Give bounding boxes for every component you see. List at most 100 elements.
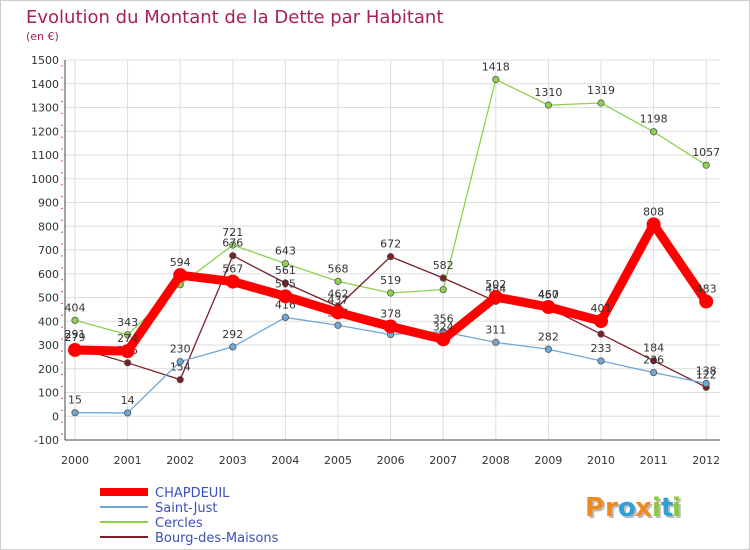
legend-label-saint-just: Saint-Just — [155, 501, 218, 516]
data-point-bourg-des-maisons — [229, 252, 237, 260]
data-label-chapdeuil: 274 — [117, 332, 138, 345]
proxiti-logo: PP rr oo xx ii tt ii — [585, 493, 683, 525]
data-point-cercles — [439, 286, 447, 294]
data-label-cercles: 404 — [65, 301, 86, 314]
data-point-bourg-des-maisons — [649, 357, 658, 365]
data-label-chapdeuil: 279 — [65, 331, 86, 344]
data-label-bourg-des-maisons: 154 — [170, 361, 191, 374]
data-point-chapdeuil — [225, 274, 240, 289]
chart-subtitle: (en €) — [26, 30, 59, 43]
data-label-chapdeuil: 808 — [643, 205, 664, 218]
y-tick-label: -100 — [34, 434, 59, 447]
data-point-cercles — [492, 75, 500, 84]
logo-letter-shadow: i — [654, 495, 663, 525]
logo-letter-shadow: r — [607, 495, 620, 525]
data-point-cercles — [334, 277, 342, 285]
y-tick-label: 1000 — [31, 173, 59, 186]
data-label-bourg-des-maisons: 676 — [222, 237, 243, 250]
data-label-bourg-des-maisons: 462 — [328, 288, 349, 301]
data-label-cercles: 1057 — [692, 146, 720, 159]
y-tick-label: 900 — [38, 197, 59, 210]
data-label-chapdeuil: 502 — [485, 278, 506, 291]
x-tick-label: 2002 — [166, 454, 194, 467]
y-tick-label: 400 — [38, 315, 59, 328]
logo-letter-shadow: i — [674, 495, 683, 525]
data-label-bourg-des-maisons: 184 — [643, 342, 664, 355]
data-point-chapdeuil — [541, 300, 556, 314]
y-tick-label: 1200 — [31, 125, 59, 138]
data-label-chapdeuil: 567 — [222, 263, 243, 276]
data-point-saint-just — [281, 313, 289, 322]
x-tick-label: 2000 — [61, 454, 89, 467]
logo-letter: t — [661, 493, 673, 523]
x-tick-label: 2008 — [482, 454, 510, 467]
x-tick-label: 2012 — [692, 454, 720, 467]
x-tick-label: 2001 — [114, 454, 142, 467]
y-tick-label: 200 — [38, 363, 59, 376]
logo-letter: i — [652, 493, 661, 523]
data-point-bourg-des-maisons — [281, 279, 289, 287]
data-point-bourg-des-maisons — [439, 274, 447, 282]
data-label-cercles: 343 — [117, 316, 138, 329]
data-point-cercles — [124, 331, 132, 339]
y-tick-label: 500 — [38, 292, 59, 305]
data-point-cercles — [544, 101, 553, 109]
x-tick-label: 2003 — [219, 454, 247, 467]
data-label-chapdeuil: 401 — [591, 302, 612, 315]
data-point-chapdeuil — [436, 332, 451, 347]
data-point-saint-just — [702, 379, 710, 388]
data-label-cercles: 1418 — [482, 60, 510, 73]
data-label-chapdeuil: 460 — [538, 288, 559, 301]
y-tick-label: 800 — [38, 220, 59, 233]
data-label-saint-just: 230 — [170, 343, 191, 356]
data-label-saint-just: 311 — [485, 323, 506, 336]
x-tick-label: 2010 — [587, 454, 615, 467]
data-point-saint-just — [597, 357, 605, 365]
data-point-chapdeuil — [594, 314, 608, 329]
data-point-cercles — [649, 128, 658, 136]
data-point-saint-just — [176, 358, 184, 366]
data-point-saint-just — [334, 321, 342, 329]
logo-letter-shadow: t — [663, 495, 675, 525]
data-label-chapdeuil: 437 — [328, 293, 349, 306]
x-tick-label: 2011 — [640, 454, 668, 467]
y-tick-label: 1500 — [31, 54, 59, 67]
data-label-cercles: 519 — [380, 274, 401, 287]
data-label-saint-just: 14 — [121, 394, 135, 407]
data-point-chapdeuil — [383, 319, 398, 334]
y-tick-label: 300 — [38, 339, 59, 352]
data-point-cercles — [229, 241, 237, 249]
data-point-chapdeuil — [68, 342, 82, 357]
data-label-bourg-des-maisons: 484 — [485, 282, 506, 295]
data-label-bourg-des-maisons: 457 — [538, 289, 559, 302]
data-point-bourg-des-maisons — [386, 253, 395, 261]
chart-title: Evolution du Montant de la Dette par Hab… — [26, 7, 443, 28]
logo-letter: o — [618, 493, 636, 523]
x-tick-label: 2009 — [534, 454, 562, 467]
data-label-saint-just: 356 — [433, 313, 454, 326]
data-label-bourg-des-maisons: 582 — [433, 259, 454, 272]
legend-label-bourg-des-maisons: Bourg-des-Maisons — [155, 531, 279, 546]
data-point-cercles — [281, 259, 289, 268]
data-point-bourg-des-maisons — [176, 376, 184, 384]
data-point-cercles — [386, 289, 395, 297]
legend-label-chapdeuil: CHAPDEUIL — [155, 486, 230, 501]
logo-letter-shadow: o — [620, 495, 638, 525]
data-point-saint-just — [229, 343, 237, 351]
data-point-chapdeuil — [120, 344, 135, 359]
y-tick-label: 700 — [38, 244, 59, 257]
logo-letter-shadow: x — [637, 495, 654, 525]
data-point-chapdeuil — [173, 268, 188, 283]
data-label-bourg-des-maisons: 672 — [380, 238, 401, 251]
data-point-saint-just — [544, 345, 553, 353]
data-label-saint-just: 282 — [538, 330, 559, 343]
data-point-bourg-des-maisons — [597, 330, 605, 338]
y-tick-label: 1400 — [31, 78, 59, 91]
logo-letter: i — [672, 493, 681, 523]
data-label-cercles: 1319 — [587, 84, 615, 97]
data-point-bourg-des-maisons — [124, 359, 132, 367]
data-label-bourg-des-maisons: 561 — [275, 264, 296, 277]
data-point-cercles — [597, 99, 605, 107]
